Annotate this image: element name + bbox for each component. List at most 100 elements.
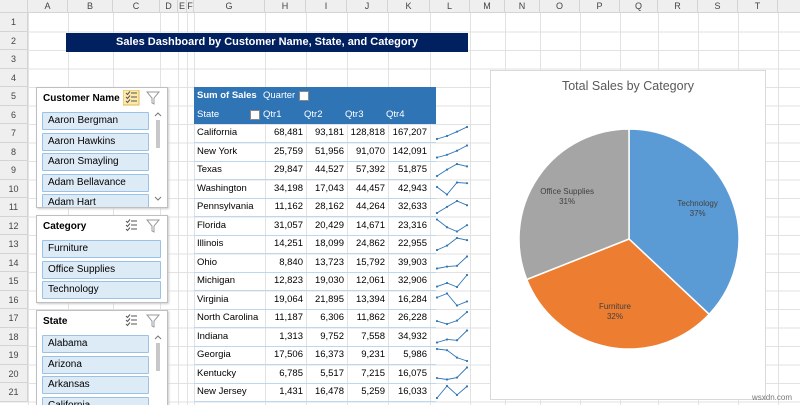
slicer-item[interactable]: Alabama [42,335,149,353]
column-header[interactable]: P [580,0,620,13]
column-header[interactable]: M [470,0,505,13]
multi-select-icon [125,219,131,224]
row-border [194,345,436,347]
pivot-value: 51,875 [397,164,427,175]
row-header[interactable]: 17 [0,309,28,328]
slicer-item[interactable]: Aaron Hawkins [42,132,149,151]
pivot-value: 42,943 [397,182,427,194]
pivot-row-label: New York [197,145,238,157]
pivot-row-label: Kentucky [197,367,237,379]
column-header[interactable]: I [306,0,347,13]
column-header[interactable]: G [194,0,265,13]
slicer-item[interactable]: California [42,396,149,405]
row-header[interactable]: 11 [0,198,28,217]
scroll-up [154,335,162,340]
column-header[interactable]: J [347,0,388,13]
column-header[interactable]: S [698,0,738,13]
row-header[interactable]: 19 [0,346,28,365]
slicer-buttons[interactable] [123,90,163,106]
slicer-item[interactable]: Adam Hart [42,194,149,207]
row-border [194,142,436,143]
row-header[interactable]: 9 [0,161,28,180]
row-header[interactable]: 12 [0,216,28,235]
row-header[interactable]: 10 [0,179,28,198]
slicer-item[interactable]: Arizona [42,355,149,374]
pivot-value: 31,057 [273,219,303,231]
chart-title: Total Sales by Category [561,79,694,93]
column-header[interactable]: C [113,0,160,13]
corner-cell [0,0,28,13]
row-header[interactable]: 6 [0,105,28,124]
row-header[interactable]: 8 [0,142,28,161]
column-header[interactable]: L [430,0,470,13]
pivot-value: 16,478 [314,386,344,397]
pivot-row-label: Pennsylvania [197,201,254,212]
row-header[interactable]: 3 [0,50,28,69]
slicer-item[interactable]: Arkansas [42,376,149,394]
pivot-row-label: Ohio [197,256,218,268]
scroll-thumb [156,120,160,148]
row-header[interactable]: 1 [0,13,28,32]
column-header[interactable]: E [178,0,187,13]
slicer-item[interactable]: Aaron Bergman [42,112,149,130]
column-header[interactable]: B [68,0,113,13]
pivot-corner: Sum of Sales [197,90,257,101]
scrollbar[interactable] [153,333,163,405]
pivot-row-label: New Jersey [197,386,247,397]
row-header[interactable]: 13 [0,235,28,254]
row-header[interactable]: 18 [0,327,28,346]
row-header[interactable]: 5 [0,87,28,106]
column-header[interactable]: H [265,0,306,13]
row-header[interactable]: 4 [0,68,28,87]
pivot-row-label: North Carolina [197,312,259,323]
row-header[interactable]: 16 [0,290,28,309]
pivot-row-field: State [197,108,220,120]
data-label: Office Supplies 31% [537,187,597,207]
pivot-value: 34,932 [397,330,427,342]
filter-button[interactable] [250,109,260,120]
multi-select-icon [125,223,131,228]
column-header[interactable]: D [160,0,178,13]
pivot-value: 29,847 [273,164,303,175]
column-header[interactable]: K [388,0,430,13]
filter-button[interactable] [299,91,309,101]
row-border [194,160,436,162]
column-header[interactable]: F [187,0,194,13]
slicer-buttons[interactable] [123,218,163,234]
pivot-value: 32,906 [397,275,427,286]
scrollbar[interactable] [153,110,163,205]
slicer-item[interactable]: Technology [42,281,161,299]
row-header[interactable]: 2 [0,31,28,50]
slicer-item[interactable]: Office Supplies [42,260,161,279]
pivot-value: 16,373 [314,349,344,360]
pivot-value: 9,752 [320,330,344,342]
slicer-item[interactable]: Furniture [42,240,161,258]
data-label-category: Technology [677,199,718,209]
pivot-value: 16,033 [397,386,427,397]
row-header[interactable]: 21 [0,383,28,402]
pivot-row-label: Michigan [197,275,236,286]
row-border [194,216,436,217]
row-header[interactable]: 14 [0,253,28,272]
row-header[interactable]: 15 [0,272,28,291]
chart-area: Total Sales by Category Technology 37% Furn… [490,70,766,400]
pivot-row-label: Georgia [197,349,231,360]
pivot-value: 19,064 [273,293,303,305]
multi-select-icon [125,314,131,319]
column-header[interactable]: R [658,0,698,13]
pivot-value: 39,903 [397,256,427,268]
data-label-value: 31% [559,196,576,206]
slicer-item[interactable]: Adam Bellavance [42,173,149,192]
column-header[interactable]: N [505,0,540,13]
pivot-value: 51,956 [314,145,344,157]
column-header[interactable]: A [28,0,68,13]
row-header[interactable]: 20 [0,364,28,383]
column-header[interactable]: O [540,0,580,13]
column-header[interactable]: T [738,0,778,13]
pivot-value: 22,955 [397,238,427,249]
slicer-item[interactable]: Aaron Smayling [42,153,149,171]
row-header[interactable]: 7 [0,124,28,143]
column-header[interactable]: Q [620,0,658,13]
slicer-buttons[interactable] [123,313,163,329]
